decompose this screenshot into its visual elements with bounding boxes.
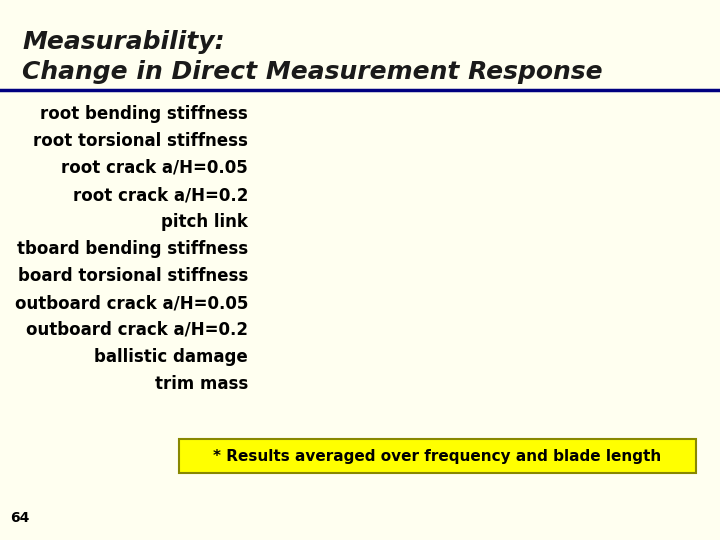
Text: root torsional stiffness: root torsional stiffness (33, 132, 248, 150)
FancyBboxPatch shape (179, 439, 696, 473)
Text: outboard crack a/H=0.2: outboard crack a/H=0.2 (26, 321, 248, 339)
Text: pitch link: pitch link (161, 213, 248, 231)
Text: ballistic damage: ballistic damage (94, 348, 248, 366)
Text: tboard bending stiffness: tboard bending stiffness (17, 240, 248, 258)
Text: root crack a/H=0.05: root crack a/H=0.05 (61, 159, 248, 177)
Text: root bending stiffness: root bending stiffness (40, 105, 248, 123)
Text: trim mass: trim mass (155, 375, 248, 393)
Text: Change in Direct Measurement Response: Change in Direct Measurement Response (22, 60, 603, 84)
Text: outboard crack a/H=0.05: outboard crack a/H=0.05 (14, 294, 248, 312)
Text: Measurability:: Measurability: (22, 30, 225, 54)
Text: * Results averaged over frequency and blade length: * Results averaged over frequency and bl… (213, 449, 662, 463)
Text: 64: 64 (10, 511, 30, 525)
Text: root crack a/H=0.2: root crack a/H=0.2 (73, 186, 248, 204)
Text: board torsional stiffness: board torsional stiffness (18, 267, 248, 285)
